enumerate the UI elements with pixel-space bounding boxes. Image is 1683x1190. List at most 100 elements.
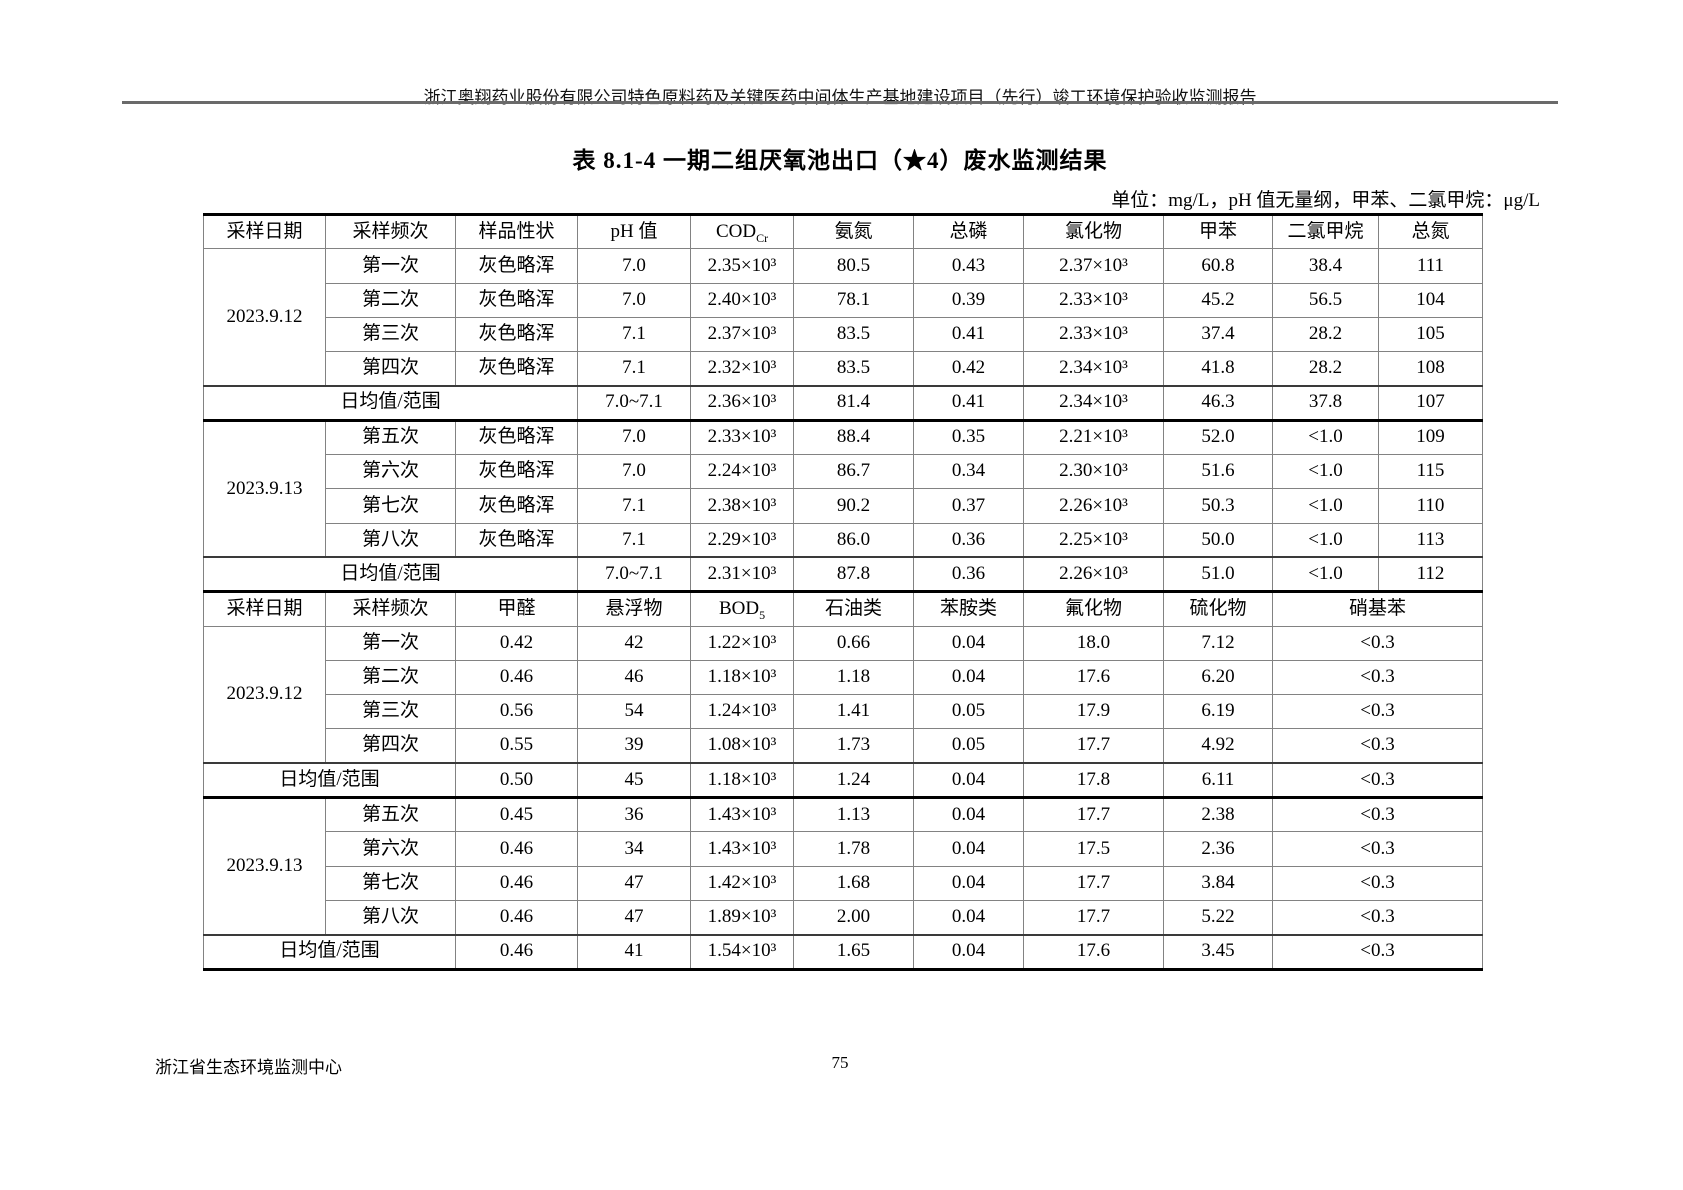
table-cell: <0.3 bbox=[1272, 899, 1483, 936]
table-cell: 7.1 bbox=[577, 316, 691, 353]
table-cell: 第四次 bbox=[325, 728, 456, 764]
table-cell: 0.66 bbox=[793, 625, 914, 661]
table-cell: <0.3 bbox=[1272, 762, 1483, 800]
table-cell: 109 bbox=[1378, 419, 1483, 456]
table-cell: 2.34×10³ bbox=[1023, 384, 1164, 422]
table-cell: 17.7 bbox=[1023, 728, 1164, 764]
table-row: 第六次 灰色略浑 7.0 2.24×10³ 86.7 0.34 2.30×10³ 51.6 <1… bbox=[204, 454, 1483, 490]
table-header-cell: 样品性状 bbox=[455, 213, 578, 250]
table-row: 第八次 灰色略浑 7.1 2.29×10³ 86.0 0.36 2.25×10³ 50.0 <1… bbox=[204, 522, 1483, 558]
table-cell: 1.78 bbox=[793, 831, 914, 867]
table-cell: 第四次 bbox=[325, 351, 456, 387]
table-cell: 0.04 bbox=[913, 659, 1024, 696]
table-cell: 28.2 bbox=[1272, 316, 1379, 353]
table-cell: 0.46 bbox=[455, 933, 578, 971]
table-row: 第三次 0.56 54 1.24×10³ 1.41 0.05 17.9 6.19 <0.3 bbox=[204, 694, 1483, 730]
table-cell: 7.1 bbox=[577, 488, 691, 524]
table-cell: 第一次 bbox=[325, 625, 456, 661]
table-cell: 39 bbox=[577, 728, 691, 764]
table-cell: 113 bbox=[1378, 522, 1483, 558]
table-cell: 1.65 bbox=[793, 933, 914, 971]
table-cell: <0.3 bbox=[1272, 694, 1483, 730]
table-cell: 1.42×10³ bbox=[690, 865, 794, 901]
table-row: 第六次 0.46 34 1.43×10³ 1.78 0.04 17.5 2.36 <0.3 bbox=[204, 831, 1483, 867]
table-cell: 灰色略浑 bbox=[455, 248, 578, 284]
table-cell: 0.36 bbox=[913, 522, 1024, 558]
table-cell: 54 bbox=[577, 694, 691, 730]
table-header-cell: 氨氮 bbox=[793, 213, 914, 250]
table-cell: 1.13 bbox=[793, 797, 914, 833]
table-cell: 0.42 bbox=[913, 351, 1024, 387]
monitoring-table: 采样日期 采样频次 样品性状 pH 值 CODCr 氨氮 总磷 氯化物 甲苯 二氯甲烷 总氮 2023… bbox=[203, 213, 1483, 971]
table-cell: 17.6 bbox=[1023, 933, 1164, 971]
table-cell: 0.04 bbox=[913, 797, 1024, 833]
table-cell: 7.0 bbox=[577, 419, 691, 456]
table-cell: 2.31×10³ bbox=[690, 556, 794, 594]
table-cell: 1.43×10³ bbox=[690, 831, 794, 867]
table-cell: 1.89×10³ bbox=[690, 899, 794, 936]
table-cell: 0.36 bbox=[913, 556, 1024, 594]
table-cell: 50.0 bbox=[1163, 522, 1273, 558]
table-cell: 灰色略浑 bbox=[455, 488, 578, 524]
table-cell: 第二次 bbox=[325, 659, 456, 696]
table-row: 第八次 0.46 47 1.89×10³ 2.00 0.04 17.7 5.22 <0.3 bbox=[204, 899, 1483, 936]
table-cell: 41.8 bbox=[1163, 351, 1273, 387]
table-header-cell: 总氮 bbox=[1378, 213, 1483, 250]
table-cell: 46.3 bbox=[1163, 384, 1273, 422]
table-cell: 37.4 bbox=[1163, 316, 1273, 353]
table-cell: 2.00 bbox=[793, 899, 914, 936]
table-cell: 42 bbox=[577, 625, 691, 661]
table-cell: 51.6 bbox=[1163, 454, 1273, 490]
table-cell: 2.29×10³ bbox=[690, 522, 794, 558]
table-cell: 2.38 bbox=[1163, 797, 1273, 833]
table-cell: 0.46 bbox=[455, 865, 578, 901]
table-cell: 0.43 bbox=[913, 248, 1024, 284]
table-cell: 83.5 bbox=[793, 351, 914, 387]
header-divider bbox=[122, 101, 1558, 104]
table-cell: 灰色略浑 bbox=[455, 454, 578, 490]
table-header-cell: 采样日期 bbox=[203, 591, 326, 627]
table-row: 第四次 灰色略浑 7.1 2.32×10³ 83.5 0.42 2.34×10³ 41.8 28… bbox=[204, 351, 1483, 387]
table-cell: 1.54×10³ bbox=[690, 933, 794, 971]
table-cell: 2023.9.12 bbox=[203, 248, 326, 387]
table-cell: 2.26×10³ bbox=[1023, 556, 1164, 594]
table-cell: 灰色略浑 bbox=[455, 316, 578, 353]
table-row: 日均值/范围 0.46 41 1.54×10³ 1.65 0.04 17.6 3.45 <0.3 bbox=[203, 933, 1483, 971]
table-header-cell: 甲醛 bbox=[455, 591, 578, 627]
table-cell: 6.11 bbox=[1163, 762, 1273, 800]
table-cell: 7.1 bbox=[577, 351, 691, 387]
table-cell: 28.2 bbox=[1272, 351, 1379, 387]
table-cell: 0.34 bbox=[913, 454, 1024, 490]
table-cell: <0.3 bbox=[1272, 659, 1483, 696]
table-cell: 3.84 bbox=[1163, 865, 1273, 901]
table-cell: 87.8 bbox=[793, 556, 914, 594]
table-cell: 第七次 bbox=[325, 488, 456, 524]
table-cell: 0.41 bbox=[913, 316, 1024, 353]
table-cell: 115 bbox=[1378, 454, 1483, 490]
table-cell: 灰色略浑 bbox=[455, 419, 578, 456]
table-header-cell: 硝基苯 bbox=[1272, 591, 1483, 627]
table-row: 第七次 0.46 47 1.42×10³ 1.68 0.04 17.7 3.84 <0.3 bbox=[204, 865, 1483, 901]
table-row: 日均值/范围 7.0~7.1 2.36×10³ 81.4 0.41 2.34×10³ 46.… bbox=[203, 384, 1483, 422]
table-cell: 2.25×10³ bbox=[1023, 522, 1164, 558]
table-header-row: 采样日期 采样频次 甲醛 悬浮物 BOD5 石油类 苯胺类 氟化物 硫化物 硝基苯 bbox=[203, 591, 1483, 627]
table-cell: 0.37 bbox=[913, 488, 1024, 524]
table-cell: <0.3 bbox=[1272, 797, 1483, 833]
table-cell: 81.4 bbox=[793, 384, 914, 422]
table-cell: 第一次 bbox=[325, 248, 456, 284]
table-row: 第四次 0.55 39 1.08×10³ 1.73 0.05 17.7 4.92 <0.3 bbox=[204, 728, 1483, 764]
table-cell: 1.18×10³ bbox=[690, 762, 794, 800]
table-row: 2023.9.13 第五次 灰色略浑 7.0 2.33×10³ 88.4 0.35 2.21×… bbox=[203, 419, 1483, 558]
table-cell: 88.4 bbox=[793, 419, 914, 456]
table-header-cell: 硫化物 bbox=[1163, 591, 1273, 627]
table-cell: 日均值/范围 bbox=[203, 556, 578, 594]
table-cell: 第三次 bbox=[325, 694, 456, 730]
table-cell: 2023.9.13 bbox=[203, 797, 326, 936]
table-cell: 第六次 bbox=[325, 454, 456, 490]
table-cell: 1.41 bbox=[793, 694, 914, 730]
table-cell: 2.36×10³ bbox=[690, 384, 794, 422]
table-cell: 第八次 bbox=[325, 522, 456, 558]
table-header-cell: 采样频次 bbox=[325, 213, 456, 250]
unit-note: 单位：mg/L，pH 值无量纲，甲苯、二氯甲烷：μg/L bbox=[1111, 190, 1540, 211]
